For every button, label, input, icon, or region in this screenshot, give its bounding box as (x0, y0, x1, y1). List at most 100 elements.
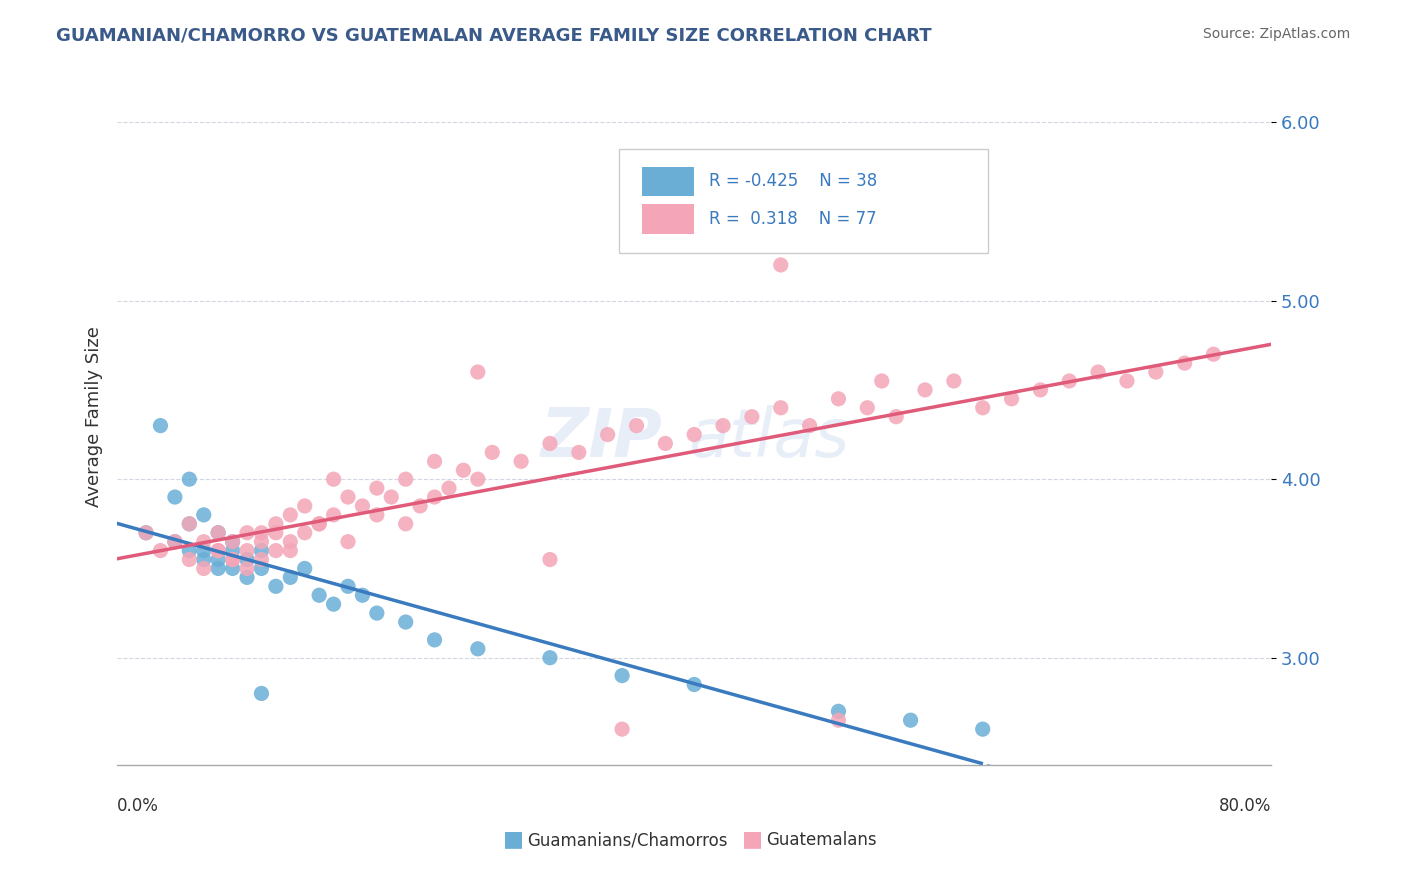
Point (337, 579, 360, 593)
Y-axis label: Average Family Size: Average Family Size (86, 326, 103, 508)
Point (294, 525, 316, 540)
Point (683, 677, 706, 691)
Point (221, 561, 243, 575)
Point (250, 525, 273, 540)
Point (972, 401, 994, 415)
Point (179, 552, 201, 566)
Point (538, 436, 561, 450)
Point (538, 650, 561, 665)
Point (250, 534, 273, 549)
Point (610, 722, 633, 736)
Point (236, 552, 259, 566)
Point (1202, 347, 1225, 361)
Point (380, 490, 402, 504)
Point (179, 472, 201, 486)
Point (207, 543, 229, 558)
Point (654, 436, 676, 450)
Point (221, 534, 243, 549)
Text: ■: ■ (742, 830, 762, 849)
Point (278, 534, 301, 549)
Point (308, 516, 330, 531)
Point (207, 552, 229, 566)
Point (467, 365, 489, 379)
Point (1116, 374, 1139, 388)
Point (207, 543, 229, 558)
Point (914, 383, 936, 397)
Point (884, 409, 907, 424)
Text: Source: ZipAtlas.com: Source: ZipAtlas.com (1202, 27, 1350, 41)
Point (193, 543, 215, 558)
Point (827, 392, 849, 406)
Point (366, 481, 388, 495)
Point (207, 525, 229, 540)
Point (741, 409, 763, 424)
Point (193, 561, 215, 575)
Point (193, 508, 215, 522)
Point (163, 534, 186, 549)
Point (568, 445, 591, 459)
Point (278, 570, 301, 584)
Point (409, 499, 432, 513)
FancyBboxPatch shape (619, 149, 988, 253)
Point (423, 632, 446, 647)
Point (250, 552, 273, 566)
Point (352, 499, 374, 513)
Point (221, 552, 243, 566)
Point (264, 525, 287, 540)
Point (193, 552, 215, 566)
Point (149, 543, 172, 558)
FancyBboxPatch shape (643, 167, 695, 196)
Point (337, 490, 360, 504)
Point (163, 490, 186, 504)
Point (510, 454, 533, 468)
Point (179, 516, 201, 531)
Point (163, 534, 186, 549)
Point (236, 543, 259, 558)
Point (322, 597, 344, 611)
Point (467, 641, 489, 656)
Point (264, 579, 287, 593)
Point (322, 508, 344, 522)
Point (626, 418, 648, 433)
Point (337, 534, 360, 549)
Point (1059, 374, 1081, 388)
Point (149, 418, 172, 433)
Point (264, 543, 287, 558)
Point (856, 401, 879, 415)
Point (207, 561, 229, 575)
Point (278, 543, 301, 558)
Point (1087, 365, 1109, 379)
Point (250, 686, 273, 700)
FancyBboxPatch shape (643, 204, 695, 234)
Point (900, 713, 922, 727)
Point (423, 454, 446, 468)
Point (827, 704, 849, 718)
Point (179, 543, 201, 558)
Point (278, 508, 301, 522)
Point (1029, 383, 1052, 397)
Point (395, 516, 418, 531)
Point (193, 534, 215, 549)
Point (207, 525, 229, 540)
Point (481, 445, 503, 459)
Point (366, 508, 388, 522)
Point (827, 713, 849, 727)
Point (610, 668, 633, 682)
Point (308, 516, 330, 531)
Point (870, 374, 893, 388)
Point (250, 561, 273, 575)
Point (467, 472, 489, 486)
Point (799, 418, 821, 433)
Point (395, 472, 418, 486)
Point (942, 374, 965, 388)
Point (308, 588, 330, 602)
Point (683, 427, 706, 442)
Point (453, 463, 475, 477)
Point (236, 570, 259, 584)
Text: ■: ■ (503, 830, 523, 849)
Point (135, 525, 157, 540)
Point (395, 615, 418, 629)
Point (1000, 392, 1022, 406)
Text: 80.0%: 80.0% (1219, 797, 1271, 815)
Text: R = -0.425    N = 38: R = -0.425 N = 38 (709, 172, 877, 190)
